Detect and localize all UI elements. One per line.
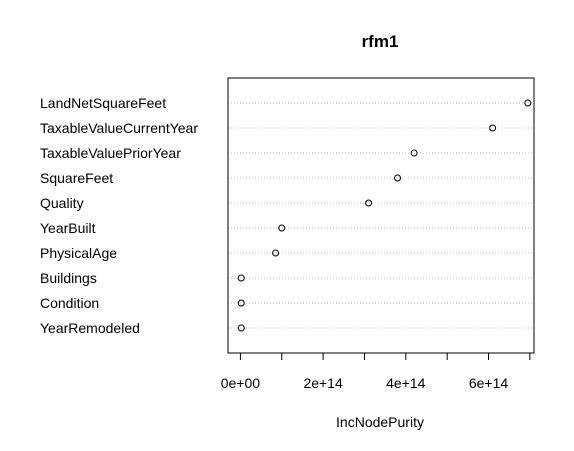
data-point bbox=[394, 174, 402, 182]
data-point bbox=[410, 149, 418, 157]
category-label: Buildings bbox=[40, 270, 97, 286]
category-label: YearBuilt bbox=[40, 220, 96, 236]
category-label: Condition bbox=[40, 295, 99, 311]
category-label: TaxableValuePriorYear bbox=[40, 145, 181, 161]
data-point bbox=[237, 299, 245, 307]
data-point bbox=[237, 274, 245, 282]
x-tick-label: 0e+00 bbox=[221, 375, 261, 391]
category-label: SquareFeet bbox=[40, 170, 113, 186]
category-label: YearRemodeled bbox=[40, 320, 140, 336]
data-point bbox=[237, 324, 245, 332]
x-tick-label: 2e+14 bbox=[303, 375, 343, 391]
data-point bbox=[272, 249, 280, 257]
chart-title: rfm1 bbox=[362, 32, 399, 51]
data-point bbox=[278, 224, 286, 232]
plot-box bbox=[227, 77, 535, 354]
data-point bbox=[365, 199, 373, 207]
x-tick-label: 6e+14 bbox=[469, 375, 509, 391]
category-label: LandNetSquareFeet bbox=[40, 95, 166, 111]
x-tick-label: 4e+14 bbox=[386, 375, 426, 391]
data-point bbox=[524, 99, 532, 107]
category-label: TaxableValueCurrentYear bbox=[40, 120, 198, 136]
data-point bbox=[489, 124, 497, 132]
category-label: PhysicalAge bbox=[40, 245, 117, 261]
x-axis-label: IncNodePurity bbox=[336, 414, 424, 430]
category-label: Quality bbox=[40, 195, 84, 211]
